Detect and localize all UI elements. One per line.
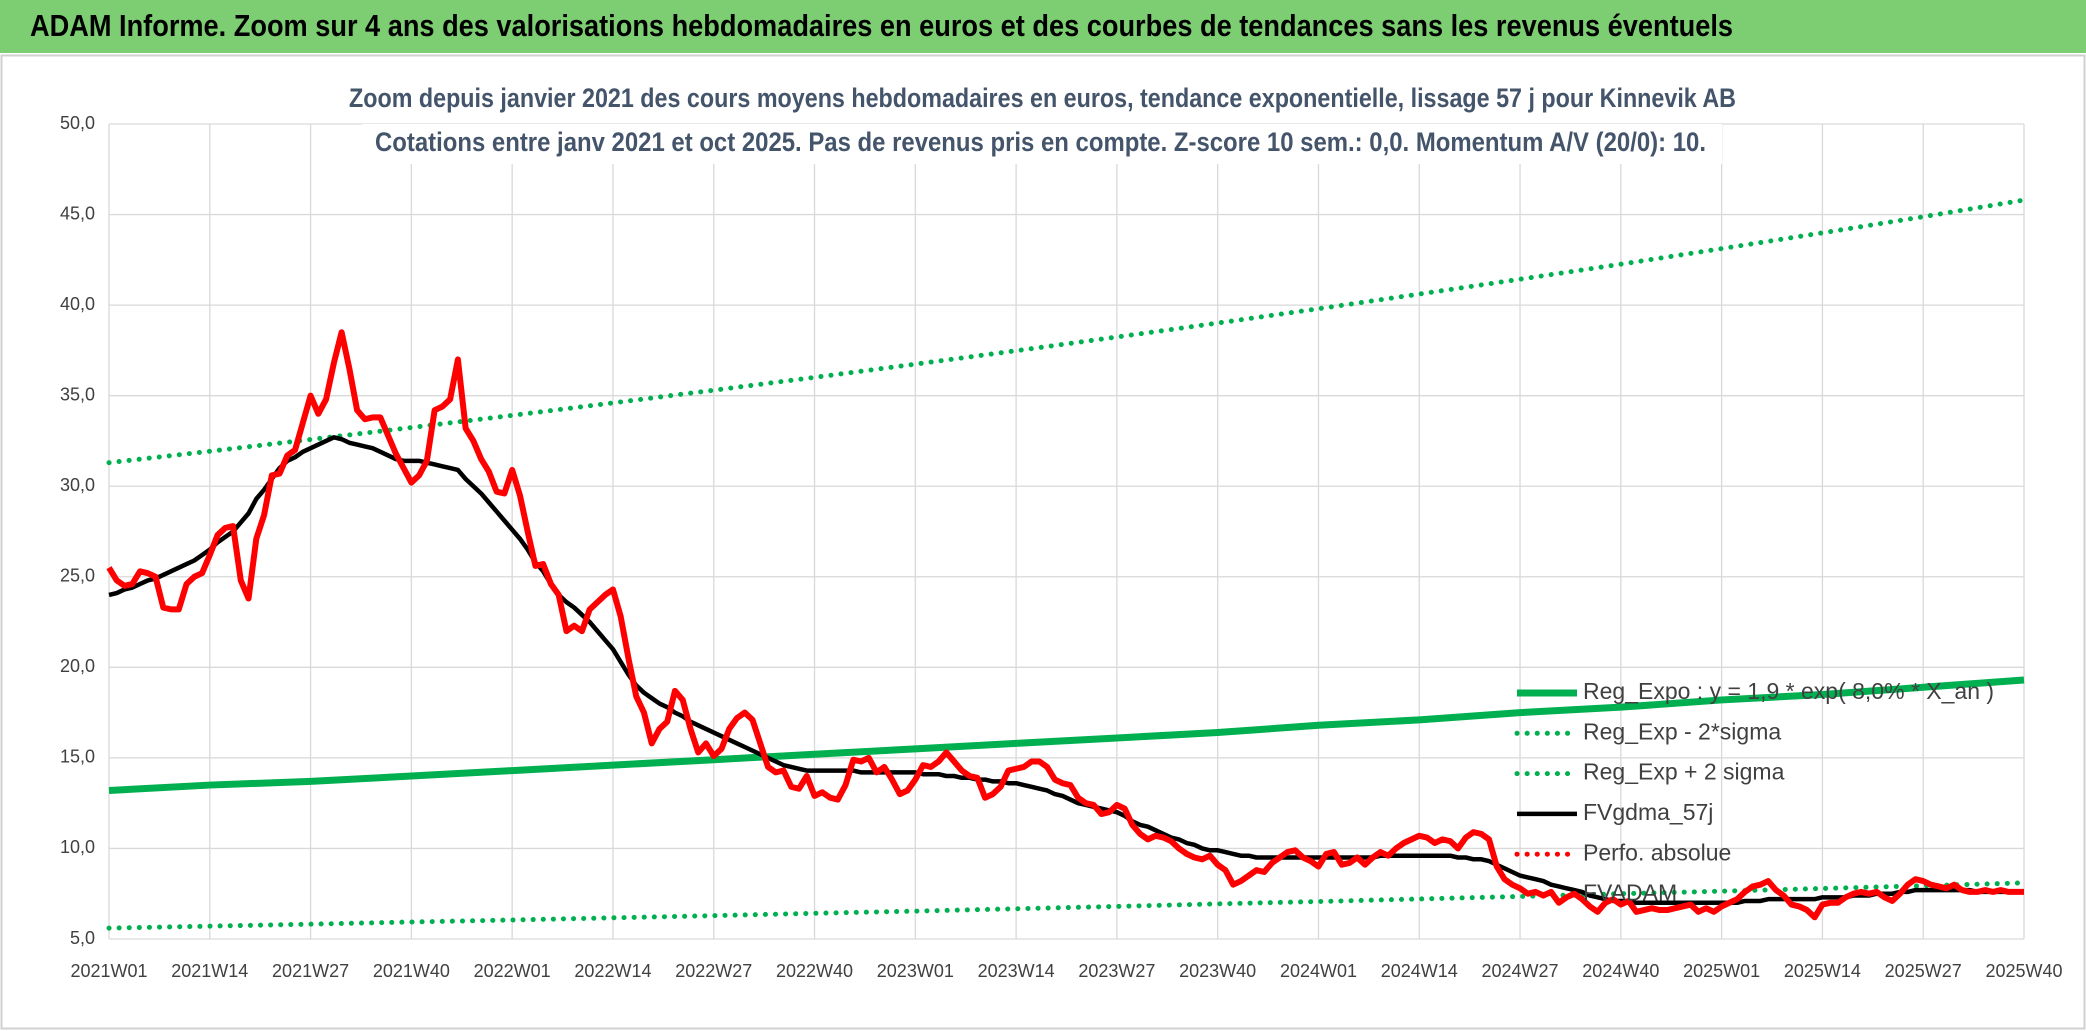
y-tick-label: 30,0 xyxy=(60,475,95,495)
x-tick-label: 2021W40 xyxy=(373,961,450,981)
x-tick-label: 2022W14 xyxy=(574,961,651,981)
x-tick-label: 2025W14 xyxy=(1784,961,1861,981)
x-tick-label: 2025W01 xyxy=(1683,961,1760,981)
legend-label: Reg_Exp + 2 sigma xyxy=(1583,759,1785,785)
x-tick-label: 2022W27 xyxy=(675,961,752,981)
legend: Reg_Expo : y = 1,9 * exp( 8,0% * X_an ) R… xyxy=(1514,678,1994,906)
chart-title: Zoom depuis janvier 2021 des cours moyen… xyxy=(349,83,1736,113)
x-tick-label: 2021W14 xyxy=(171,961,248,981)
x-tick-label: 2024W14 xyxy=(1381,961,1458,981)
y-tick-label: 45,0 xyxy=(60,203,95,223)
x-tick-label: 2025W40 xyxy=(1985,961,2062,981)
header-title: ADAM Informe. Zoom sur 4 ans des valoris… xyxy=(30,8,1733,43)
x-tick-label: 2024W27 xyxy=(1482,961,1559,981)
title-bg xyxy=(335,80,1750,120)
x-tick-label: 2022W01 xyxy=(474,961,551,981)
x-tick-label: 2021W01 xyxy=(70,961,147,981)
y-tick-label: 40,0 xyxy=(60,294,95,314)
series-line xyxy=(106,329,2024,921)
y-tick-label: 15,0 xyxy=(60,747,95,767)
y-tick-label: 25,0 xyxy=(60,566,95,586)
x-tick-label: 2021W27 xyxy=(272,961,349,981)
chart-frame xyxy=(0,54,2086,1030)
x-tick-label: 2023W14 xyxy=(978,961,1055,981)
x-tick-label: 2025W27 xyxy=(1885,961,1962,981)
y-tick-label: 20,0 xyxy=(60,656,95,676)
x-tick-label: 2024W01 xyxy=(1280,961,1357,981)
subtitle-bg xyxy=(362,124,1722,164)
legend-label: FVADAM xyxy=(1583,880,1677,906)
y-tick-label: 10,0 xyxy=(60,837,95,857)
legend-label: Reg_Expo : y = 1,9 * exp( 8,0% * X_an ) xyxy=(1583,678,1994,704)
x-tick-label: 2023W40 xyxy=(1179,961,1256,981)
series-line xyxy=(106,880,2027,931)
x-tick-label: 2022W40 xyxy=(776,961,853,981)
y-tick-label: 50,0 xyxy=(60,113,95,133)
series-line xyxy=(108,676,2025,794)
x-tick-label: 2024W40 xyxy=(1582,961,1659,981)
legend-label: Perfo. absolue xyxy=(1583,839,1731,865)
y-tick-label: 5,0 xyxy=(70,928,95,948)
chart-subtitle: Cotations entre janv 2021 et oct 2025. P… xyxy=(375,127,1706,157)
y-tick-label: 35,0 xyxy=(60,384,95,404)
x-tick-label: 2023W01 xyxy=(877,961,954,981)
plot-area: 5,0 10,0 15,0 20,0 25,0 30,0 35,0 40,0 45,0 50,0 2… xyxy=(60,113,2063,981)
legend-label: Reg_Exp - 2*sigma xyxy=(1583,718,1781,744)
header-bar xyxy=(0,0,2086,53)
series-line xyxy=(106,197,2027,466)
x-tick-label: 2023W27 xyxy=(1078,961,1155,981)
legend-label: FVgdma_57j xyxy=(1583,799,1713,825)
series-line xyxy=(108,435,2024,906)
